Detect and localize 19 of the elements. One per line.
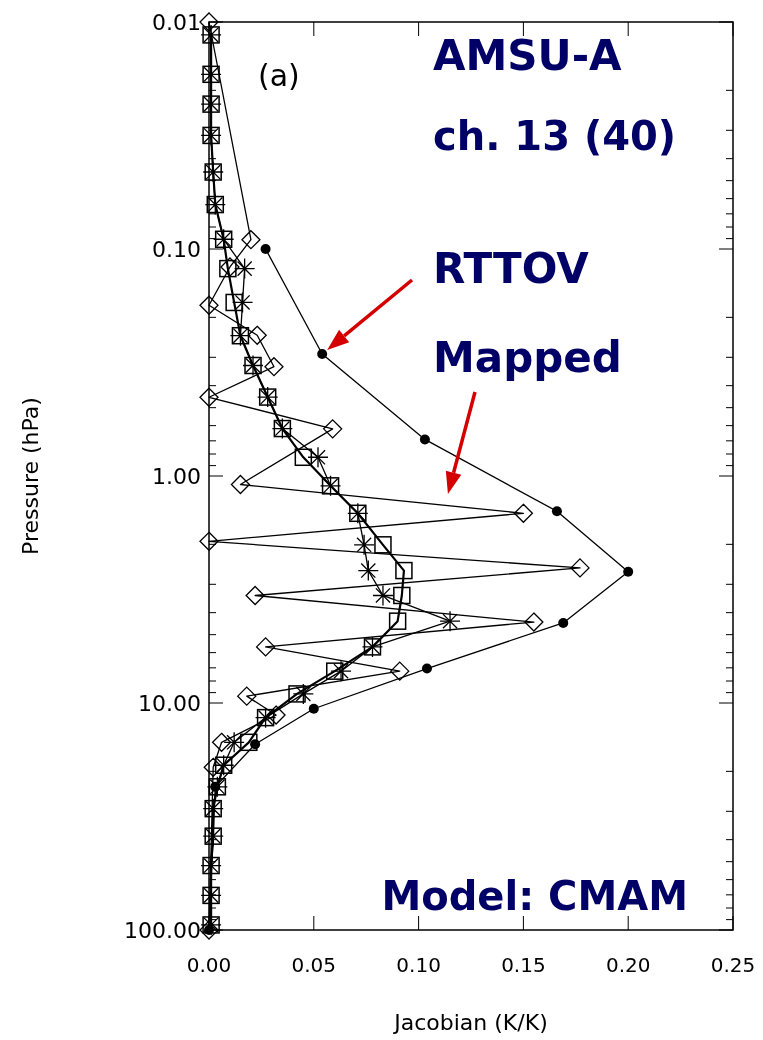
y-tick-label: 100.00: [124, 918, 201, 943]
text: Mapped: [433, 333, 622, 382]
text: RTTOV: [433, 244, 590, 293]
y-tick-label: 10.00: [138, 691, 201, 716]
x-tick-label: 0.10: [396, 953, 441, 977]
x-axis-title: Jacobian (K/K): [392, 1010, 548, 1035]
y-axis-title: Pressure (hPa): [18, 397, 43, 555]
y-tick-label: 0.10: [152, 237, 201, 262]
annotation: AMSU-A: [433, 31, 623, 80]
y-tick-label: 0.01: [152, 10, 201, 35]
annotation: ch. 13 (40): [433, 113, 677, 159]
x-tick-label: 0.25: [710, 953, 756, 977]
y-tick-label: 1.00: [152, 464, 201, 489]
annotation: Model: CMAM: [381, 873, 688, 919]
x-tick-label: 0.15: [501, 953, 546, 977]
annotation: (a): [258, 58, 300, 93]
x-tick-label: 0.05: [291, 953, 337, 977]
x-tick-label: 0.00: [186, 953, 232, 977]
x-tick-label: 0.20: [605, 953, 651, 977]
